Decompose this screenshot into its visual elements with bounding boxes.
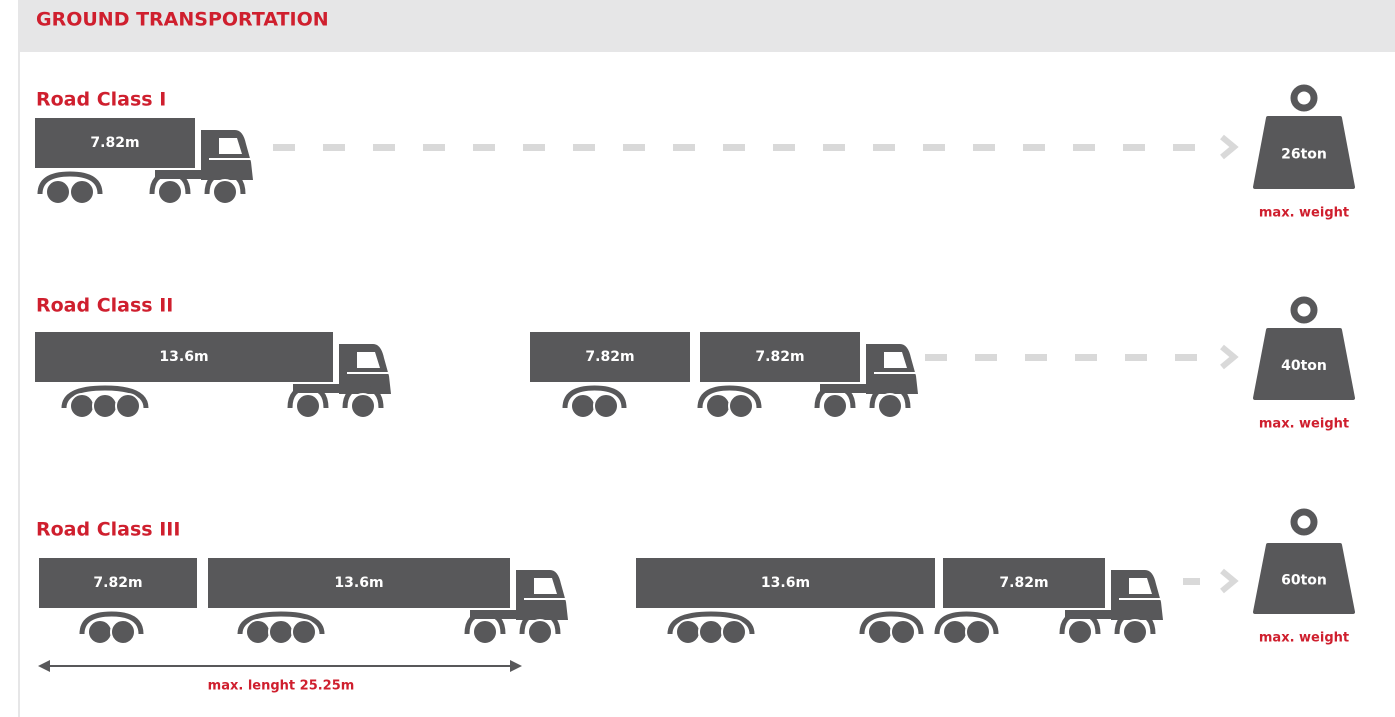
wheel bbox=[706, 394, 730, 418]
weight-label: max. weight bbox=[1259, 417, 1349, 432]
trailer-length: 7.82m bbox=[90, 135, 139, 151]
arrow-head bbox=[1222, 137, 1234, 157]
wheel bbox=[571, 394, 595, 418]
dash bbox=[975, 354, 997, 361]
weight-ring bbox=[1294, 300, 1314, 320]
trailer-length: 7.82m bbox=[999, 575, 1048, 591]
dash bbox=[473, 144, 495, 151]
road-class-title: Road Class I bbox=[36, 89, 166, 111]
cab-stripe bbox=[1119, 598, 1161, 600]
trailer-length: 7.82m bbox=[93, 575, 142, 591]
wheel bbox=[88, 620, 112, 644]
dash bbox=[523, 144, 545, 151]
wheel bbox=[70, 394, 94, 418]
dash bbox=[873, 144, 895, 151]
dash bbox=[673, 144, 695, 151]
wheel bbox=[891, 620, 915, 644]
dash bbox=[973, 144, 995, 151]
trailer-length: 7.82m bbox=[585, 349, 634, 365]
dash bbox=[1183, 578, 1200, 585]
weight-ring bbox=[1294, 88, 1314, 108]
weight-label: max. weight bbox=[1259, 206, 1349, 221]
dash bbox=[923, 144, 945, 151]
dash bbox=[1173, 144, 1195, 151]
page: GROUND TRANSPORTATION Road Class I 7.82m 2… bbox=[0, 0, 1395, 717]
dash bbox=[573, 144, 595, 151]
dash bbox=[1073, 144, 1095, 151]
length-arrow-left bbox=[38, 660, 50, 672]
trailer-length: 13.6m bbox=[761, 575, 810, 591]
wheel bbox=[699, 620, 723, 644]
max-weight: 60ton bbox=[1281, 573, 1327, 589]
wheel bbox=[878, 394, 902, 418]
dash bbox=[1023, 144, 1045, 151]
trailer-length: 7.82m bbox=[755, 349, 804, 365]
dash bbox=[323, 144, 345, 151]
weight-ring bbox=[1294, 512, 1314, 532]
max-weight: 26ton bbox=[1281, 147, 1327, 163]
arrow-head bbox=[1222, 347, 1234, 367]
dash bbox=[723, 144, 745, 151]
dash bbox=[1075, 354, 1097, 361]
wheel bbox=[292, 620, 316, 644]
cab-stripe bbox=[209, 158, 251, 160]
dash bbox=[623, 144, 645, 151]
dash bbox=[1175, 354, 1197, 361]
wheel bbox=[70, 180, 94, 204]
wheel bbox=[246, 620, 270, 644]
wheel bbox=[158, 180, 182, 204]
length-annotation: max. lenght 25.25m bbox=[208, 679, 355, 694]
wheel bbox=[269, 620, 293, 644]
dash bbox=[1025, 354, 1047, 361]
wheel bbox=[722, 620, 746, 644]
arrow-head bbox=[1222, 571, 1234, 591]
wheel bbox=[943, 620, 967, 644]
cab-stripe bbox=[874, 372, 916, 374]
left-border bbox=[18, 52, 20, 717]
trailer-length: 13.6m bbox=[334, 575, 383, 591]
wheel bbox=[93, 394, 117, 418]
wheel bbox=[473, 620, 497, 644]
wheel bbox=[351, 394, 375, 418]
trailer-length: 13.6m bbox=[159, 349, 208, 365]
cab-stripe bbox=[524, 598, 566, 600]
dash bbox=[823, 144, 845, 151]
wheel bbox=[1123, 620, 1147, 644]
wheel bbox=[296, 394, 320, 418]
wheel bbox=[729, 394, 753, 418]
wheel bbox=[676, 620, 700, 644]
wheel bbox=[111, 620, 135, 644]
dash bbox=[773, 144, 795, 151]
max-weight: 40ton bbox=[1281, 358, 1327, 374]
wheel bbox=[823, 394, 847, 418]
dash bbox=[273, 144, 295, 151]
wheel bbox=[46, 180, 70, 204]
road-class-title: Road Class III bbox=[36, 519, 180, 541]
length-arrow-right bbox=[510, 660, 522, 672]
wheel bbox=[528, 620, 552, 644]
wheel bbox=[1068, 620, 1092, 644]
infographic: GROUND TRANSPORTATION Road Class I 7.82m 2… bbox=[0, 0, 1395, 717]
dash bbox=[373, 144, 395, 151]
road-class-title: Road Class II bbox=[36, 295, 173, 317]
dash bbox=[925, 354, 947, 361]
wheel bbox=[594, 394, 618, 418]
weight-label: max. weight bbox=[1259, 631, 1349, 646]
header-title: GROUND TRANSPORTATION bbox=[36, 9, 329, 31]
wheel bbox=[213, 180, 237, 204]
cab-stripe bbox=[347, 372, 389, 374]
wheel bbox=[966, 620, 990, 644]
dash bbox=[1123, 144, 1145, 151]
wheel bbox=[868, 620, 892, 644]
wheel bbox=[116, 394, 140, 418]
dash bbox=[1125, 354, 1147, 361]
dash bbox=[423, 144, 445, 151]
